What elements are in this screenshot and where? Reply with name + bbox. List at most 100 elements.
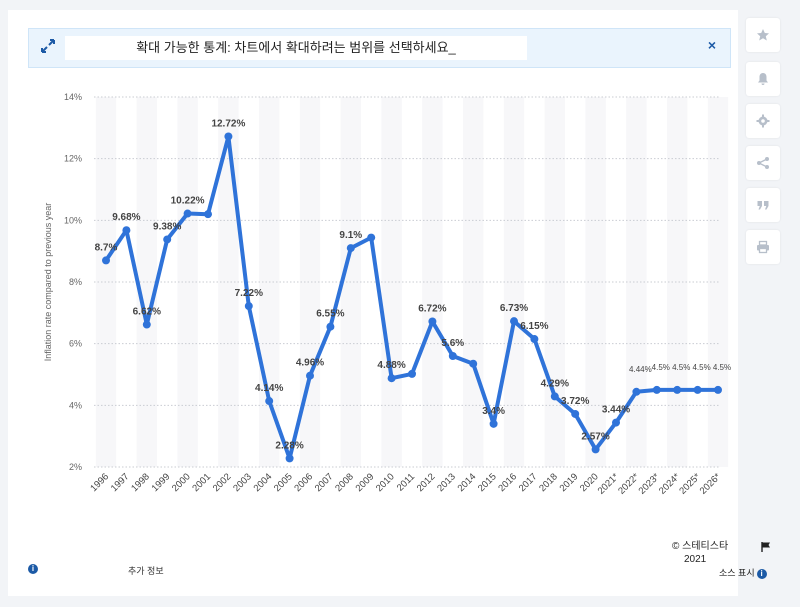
credit: © 스테티스타 2021 <box>672 540 728 566</box>
data-point[interactable] <box>387 374 396 383</box>
data-point[interactable] <box>428 317 437 326</box>
data-point[interactable] <box>244 302 253 311</box>
data-label: 3.44% <box>602 405 630 416</box>
x-tick-label: 2024* <box>657 471 683 497</box>
x-tick-label: 2009 <box>354 471 377 494</box>
gear-icon <box>756 114 770 128</box>
x-axis-ticks: 1996199719981999200020012002200320042005… <box>88 471 723 497</box>
data-point[interactable] <box>632 387 641 396</box>
data-point[interactable] <box>163 235 172 244</box>
info-icon[interactable]: i <box>756 568 767 579</box>
data-point[interactable] <box>489 419 498 428</box>
data-point[interactable] <box>122 226 131 235</box>
data-label: 4.44% <box>629 365 652 374</box>
data-point[interactable] <box>183 209 192 218</box>
data-point[interactable] <box>530 335 539 344</box>
data-label: 4.14% <box>255 383 283 394</box>
info-icon[interactable]: i <box>28 564 38 574</box>
data-label: 12.72% <box>211 118 245 129</box>
data-point[interactable] <box>693 385 702 394</box>
banner-text: 확대 가능한 통계: 차트에서 확대하려는 범위를 선택하세요_ <box>65 36 527 60</box>
favorite-button[interactable] <box>746 18 780 52</box>
data-point[interactable] <box>550 392 559 401</box>
more-info-link[interactable]: 추가 정보 <box>128 566 164 576</box>
data-point[interactable] <box>306 371 314 380</box>
data-label: 6.73% <box>500 303 528 314</box>
y-tick-label: 8% <box>69 277 82 287</box>
close-icon[interactable]: × <box>707 37 716 53</box>
x-tick-label: 2016 <box>496 471 519 494</box>
data-label: 10.22% <box>171 196 205 207</box>
x-tick-label: 2022* <box>616 471 642 497</box>
credit-line-1[interactable]: © 스테티스타 <box>672 541 729 552</box>
data-point[interactable] <box>571 409 580 418</box>
data-label: 6.72% <box>418 303 446 314</box>
zoom-banner: 확대 가능한 통계: 차트에서 확대하려는 범위를 선택하세요_ × <box>28 28 731 68</box>
show-source[interactable]: 소스 표시 i <box>719 566 767 579</box>
data-point[interactable] <box>265 397 274 406</box>
data-point[interactable] <box>204 210 212 219</box>
data-label: 2.28% <box>275 440 303 451</box>
flag-icon[interactable] <box>760 541 772 553</box>
y-tick-label: 6% <box>69 339 82 349</box>
data-label: 3.72% <box>561 396 589 407</box>
column-band <box>299 97 321 467</box>
data-label: 4.5% <box>692 363 710 372</box>
expand-icon[interactable] <box>41 39 55 53</box>
x-tick-label: 1997 <box>109 471 132 494</box>
data-point[interactable] <box>102 256 110 265</box>
data-point[interactable] <box>346 244 355 253</box>
data-label: 6.62% <box>133 307 161 318</box>
data-point[interactable] <box>591 445 600 454</box>
x-tick-label: 2007 <box>313 471 336 494</box>
settings-button[interactable] <box>746 104 780 138</box>
x-tick-label: 2018 <box>537 471 560 494</box>
x-tick-label: 2017 <box>517 471 540 494</box>
data-point[interactable] <box>673 385 682 394</box>
x-tick-label: 2013 <box>435 471 458 494</box>
x-tick-label: 2023* <box>637 471 663 497</box>
share-button[interactable] <box>746 146 780 180</box>
show-source-label[interactable]: 소스 표시 <box>719 568 755 578</box>
chart-card <box>8 10 738 596</box>
data-label: 9.68% <box>112 212 140 223</box>
x-tick-label: 2004 <box>252 471 275 494</box>
data-point[interactable] <box>408 369 416 378</box>
x-tick-label: 2005 <box>272 471 295 494</box>
x-tick-label: 2008 <box>333 471 356 494</box>
x-tick-label: 1996 <box>88 471 111 494</box>
column-band <box>177 97 198 467</box>
data-point[interactable] <box>652 385 661 394</box>
column-band <box>626 97 647 467</box>
data-point[interactable] <box>612 418 620 427</box>
data-point[interactable] <box>469 359 478 368</box>
data-point[interactable] <box>285 454 294 463</box>
data-label: 8.7% <box>95 242 118 253</box>
data-label: 4.88% <box>377 360 405 371</box>
x-tick-label: 2025* <box>677 471 703 497</box>
data-point[interactable] <box>448 352 457 360</box>
data-point[interactable] <box>367 233 376 242</box>
print-button[interactable] <box>746 230 780 264</box>
x-tick-label: 2001 <box>190 471 213 494</box>
data-point[interactable] <box>142 320 151 329</box>
y-tick-label: 4% <box>69 400 82 410</box>
x-tick-label: 2019 <box>558 471 581 494</box>
data-point[interactable] <box>326 322 335 331</box>
x-tick-label: 2026* <box>698 471 724 497</box>
x-tick-label: 2011 <box>395 471 417 493</box>
star-icon <box>757 29 769 41</box>
cite-button[interactable] <box>746 188 780 222</box>
column-band <box>667 97 688 467</box>
data-label: 4.96% <box>296 358 324 369</box>
x-tick-label: 2000 <box>170 471 193 494</box>
data-label: 9.1% <box>339 230 362 241</box>
data-point[interactable] <box>510 317 518 326</box>
data-labels: 8.7% 9.68% 6.62% 9.38% 10.22% 12.72% 7.22% 4.14… <box>95 118 732 451</box>
x-tick-label: 2002 <box>211 471 234 494</box>
data-label: 7.22% <box>235 288 263 299</box>
data-point[interactable] <box>714 385 722 394</box>
quote-icon <box>757 201 769 210</box>
data-point[interactable] <box>224 132 233 141</box>
notification-button[interactable] <box>746 62 780 96</box>
